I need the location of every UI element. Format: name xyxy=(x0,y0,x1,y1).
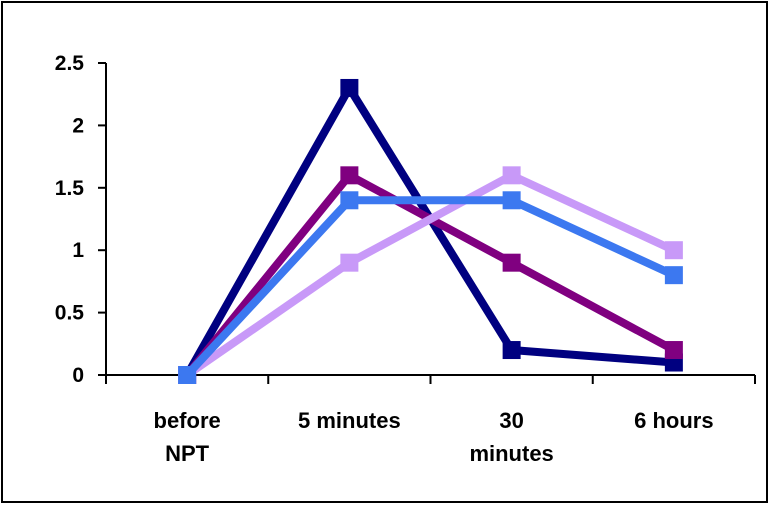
y-tick-label: 1 xyxy=(72,239,84,262)
series-3-marker xyxy=(664,241,683,260)
x-tick-label: before NPT xyxy=(154,408,221,466)
x-tick-label: 30 minutes xyxy=(469,408,553,466)
series-layer xyxy=(178,78,683,384)
series-1-marker xyxy=(502,341,521,360)
series-4-marker xyxy=(502,191,521,210)
series-2-marker xyxy=(664,341,683,360)
y-tick-label: 2.5 xyxy=(55,52,85,75)
y-tick-label: 0 xyxy=(72,364,84,387)
series-3-marker xyxy=(502,166,521,185)
series-2-marker xyxy=(340,166,359,185)
series-2-marker xyxy=(502,253,521,272)
series-4-marker xyxy=(340,191,359,210)
tick-labels: 0 0.5 1 1.5 2 2.5 before NPT 5 minutes 30 minutes 6… xyxy=(55,52,714,466)
x-tick-label: 5 minutes xyxy=(298,408,401,433)
y-tick-label: 2 xyxy=(72,114,84,137)
axes xyxy=(98,62,756,384)
y-tick-label: 1.5 xyxy=(55,177,85,200)
series-3-line xyxy=(184,170,676,379)
series-4-marker xyxy=(664,266,683,285)
series-4-marker xyxy=(178,366,197,384)
series-3-marker xyxy=(340,253,359,272)
x-tick-label: 6 hours xyxy=(634,408,713,433)
y-tick-label: 0.5 xyxy=(55,302,85,325)
series-1-marker xyxy=(340,78,359,97)
series-4-line xyxy=(184,196,676,378)
